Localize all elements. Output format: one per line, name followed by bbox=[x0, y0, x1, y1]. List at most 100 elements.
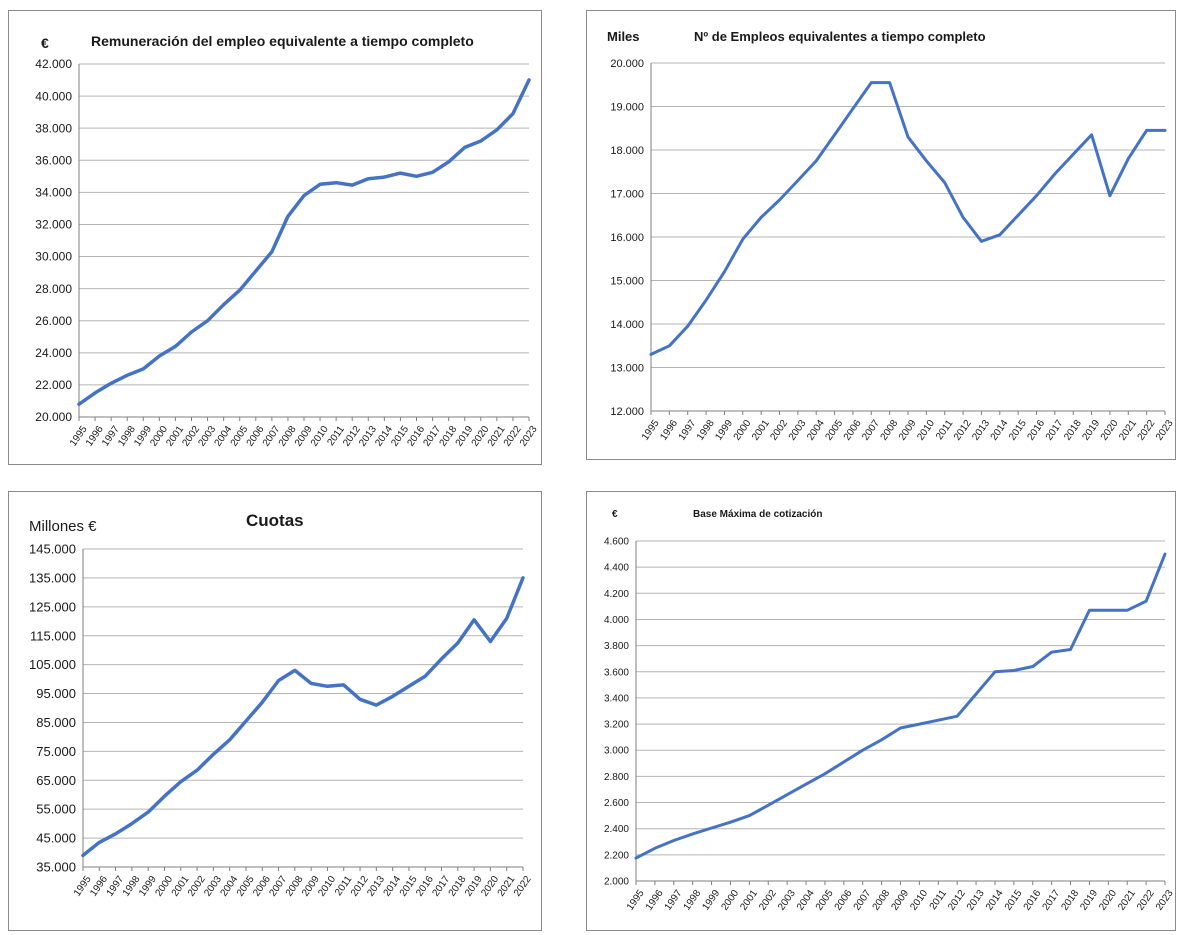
x-tick-label: 1996 bbox=[644, 888, 666, 913]
x-tick-label: 2015 bbox=[1003, 888, 1025, 913]
x-tick-label: 2022 bbox=[1135, 888, 1157, 913]
x-tick-label: 1998 bbox=[682, 888, 704, 913]
x-tick-label: 2020 bbox=[1099, 418, 1121, 443]
chart-panel-remuneracion: € Remuneración del empleo equivalente a … bbox=[8, 10, 542, 465]
x-tick-label: 2018 bbox=[1059, 888, 1081, 913]
x-tick-label: 2022 bbox=[1136, 418, 1158, 443]
x-tick-label: 2003 bbox=[776, 888, 798, 913]
x-tick-label: 2022 bbox=[512, 874, 534, 899]
chart-title: Remuneración del empleo equivalente a ti… bbox=[91, 33, 474, 49]
x-tick-label: 2023 bbox=[1154, 418, 1176, 443]
series-line bbox=[649, 81, 1167, 356]
line-chart: 12.000 13.000 14.000 15.000 16.000 17.000 18.0… bbox=[610, 58, 1176, 443]
y-tick-label: 26.000 bbox=[35, 314, 72, 328]
y-tick-label: 115.000 bbox=[30, 628, 76, 643]
y-tick-label: 4.600 bbox=[604, 537, 629, 548]
y-tick-label: 105.000 bbox=[29, 657, 76, 672]
y-tick-label: 75.000 bbox=[36, 744, 76, 759]
x-tick-label: 2005 bbox=[824, 418, 846, 443]
y-tick-label: 2.200 bbox=[604, 850, 629, 861]
line-chart: 20.000 22.000 24.000 26.000 28.000 30.000 32.0… bbox=[35, 57, 540, 448]
x-tick-label: 2006 bbox=[842, 418, 864, 443]
y-tick-label: 2.600 bbox=[604, 798, 629, 809]
y-tick-label: 2.000 bbox=[604, 877, 629, 888]
x-tick-label: 1995 bbox=[625, 888, 647, 913]
x-tick-label: 1999 bbox=[701, 888, 723, 913]
x-tick-label: 2013 bbox=[970, 418, 992, 443]
y-tick-label: 3.600 bbox=[604, 667, 629, 678]
y-tick-label: 4.000 bbox=[604, 615, 629, 626]
x-tick-label: 1995 bbox=[640, 418, 662, 443]
y-unit-label: € bbox=[41, 35, 49, 51]
y-tick-label: 40.000 bbox=[35, 89, 72, 103]
x-tick-label: 1997 bbox=[677, 418, 699, 443]
y-tick-label: 145.000 bbox=[29, 542, 76, 557]
chart-title: Nº de Empleos equivalentes a tiempo comp… bbox=[694, 29, 986, 44]
chart-title: Cuotas bbox=[246, 511, 304, 530]
x-tick-label: 2012 bbox=[952, 418, 974, 443]
y-tick-label: 20.000 bbox=[610, 58, 644, 70]
x-tick-label: 2017 bbox=[1041, 888, 1063, 913]
y-tick-label: 12.000 bbox=[610, 406, 644, 418]
x-tick-label: 2001 bbox=[738, 888, 760, 913]
chart-panel-cuotas: Millones € Cuotas 35.000 45.000 55.000 65.0… bbox=[8, 491, 542, 931]
x-tick-label: 2010 bbox=[915, 418, 937, 443]
x-tick-label: 2002 bbox=[768, 418, 790, 443]
y-tick-label: 2.800 bbox=[604, 772, 629, 783]
series-line bbox=[81, 576, 525, 858]
x-tick-label: 2007 bbox=[860, 418, 882, 443]
x-tick-label: 2015 bbox=[1007, 418, 1029, 443]
chart-title: Base Máxima de cotización bbox=[693, 509, 823, 520]
y-tick-label: 45.000 bbox=[36, 831, 76, 846]
x-tick-label: 2004 bbox=[805, 418, 827, 443]
x-tick-label: 1999 bbox=[713, 418, 735, 443]
chart-panel-empleos: Miles Nº de Empleos equivalentes a tiemp… bbox=[586, 10, 1176, 460]
x-tick-label: 2018 bbox=[1062, 418, 1084, 443]
line-chart: 2.000 2.200 2.400 2.600 2.800 3.000 3.200 3.400… bbox=[604, 537, 1176, 913]
series-line bbox=[77, 78, 531, 406]
x-tick-label: 2010 bbox=[316, 874, 338, 899]
x-tick-label: 2000 bbox=[719, 888, 741, 913]
y-tick-label: 35.000 bbox=[36, 860, 76, 875]
y-tick-label: 85.000 bbox=[36, 715, 76, 730]
x-tick-label: 2011 bbox=[934, 418, 956, 442]
x-tick-label: 2017 bbox=[1044, 418, 1066, 443]
x-tick-label: 2019 bbox=[1081, 418, 1103, 443]
x-tick-label: 2010 bbox=[908, 888, 930, 913]
x-tick-label: 2011 bbox=[928, 888, 950, 912]
y-tick-label: 22.000 bbox=[35, 378, 72, 392]
y-tick-label: 3.200 bbox=[604, 720, 629, 731]
x-tick-label: 2006 bbox=[833, 888, 855, 913]
y-tick-label: 55.000 bbox=[36, 802, 76, 817]
line-chart: 35.000 45.000 55.000 65.000 75.000 85.000 95.0… bbox=[29, 542, 534, 899]
y-tick-label: 3.000 bbox=[604, 746, 629, 757]
x-tick-label: 1998 bbox=[695, 418, 717, 443]
y-tick-label: 16.000 bbox=[610, 232, 644, 244]
x-tick-label: 2023 bbox=[1154, 888, 1176, 913]
y-unit-label: Miles bbox=[607, 29, 640, 44]
y-tick-label: 30.000 bbox=[35, 250, 72, 264]
y-tick-label: 34.000 bbox=[35, 186, 72, 200]
x-tick-label: 2008 bbox=[871, 888, 893, 913]
y-tick-label: 95.000 bbox=[36, 686, 76, 701]
x-tick-label: 2014 bbox=[984, 888, 1006, 913]
x-tick-label: 2012 bbox=[946, 888, 968, 913]
x-tick-label: 1997 bbox=[663, 888, 685, 913]
x-tick-label: 2008 bbox=[879, 418, 901, 443]
x-tick-label: 2003 bbox=[787, 418, 809, 443]
y-tick-label: 28.000 bbox=[35, 282, 72, 296]
x-tick-label: 2016 bbox=[1025, 418, 1047, 443]
y-tick-label: 65.000 bbox=[36, 773, 76, 788]
y-tick-label: 2.400 bbox=[604, 824, 629, 835]
y-tick-label: 36.000 bbox=[35, 153, 72, 167]
y-tick-label: 125.000 bbox=[29, 599, 76, 614]
y-unit-label: Millones € bbox=[29, 518, 97, 535]
x-tick-label: 1996 bbox=[658, 418, 680, 443]
x-tick-label: 2021 bbox=[1117, 418, 1139, 443]
x-tick-label: 2007 bbox=[852, 888, 874, 913]
y-tick-label: 14.000 bbox=[610, 319, 644, 331]
y-tick-label: 4.400 bbox=[604, 563, 629, 574]
x-tick-label: 2000 bbox=[732, 418, 754, 443]
x-tick-label: 2005 bbox=[814, 888, 836, 913]
y-tick-label: 38.000 bbox=[35, 121, 72, 135]
